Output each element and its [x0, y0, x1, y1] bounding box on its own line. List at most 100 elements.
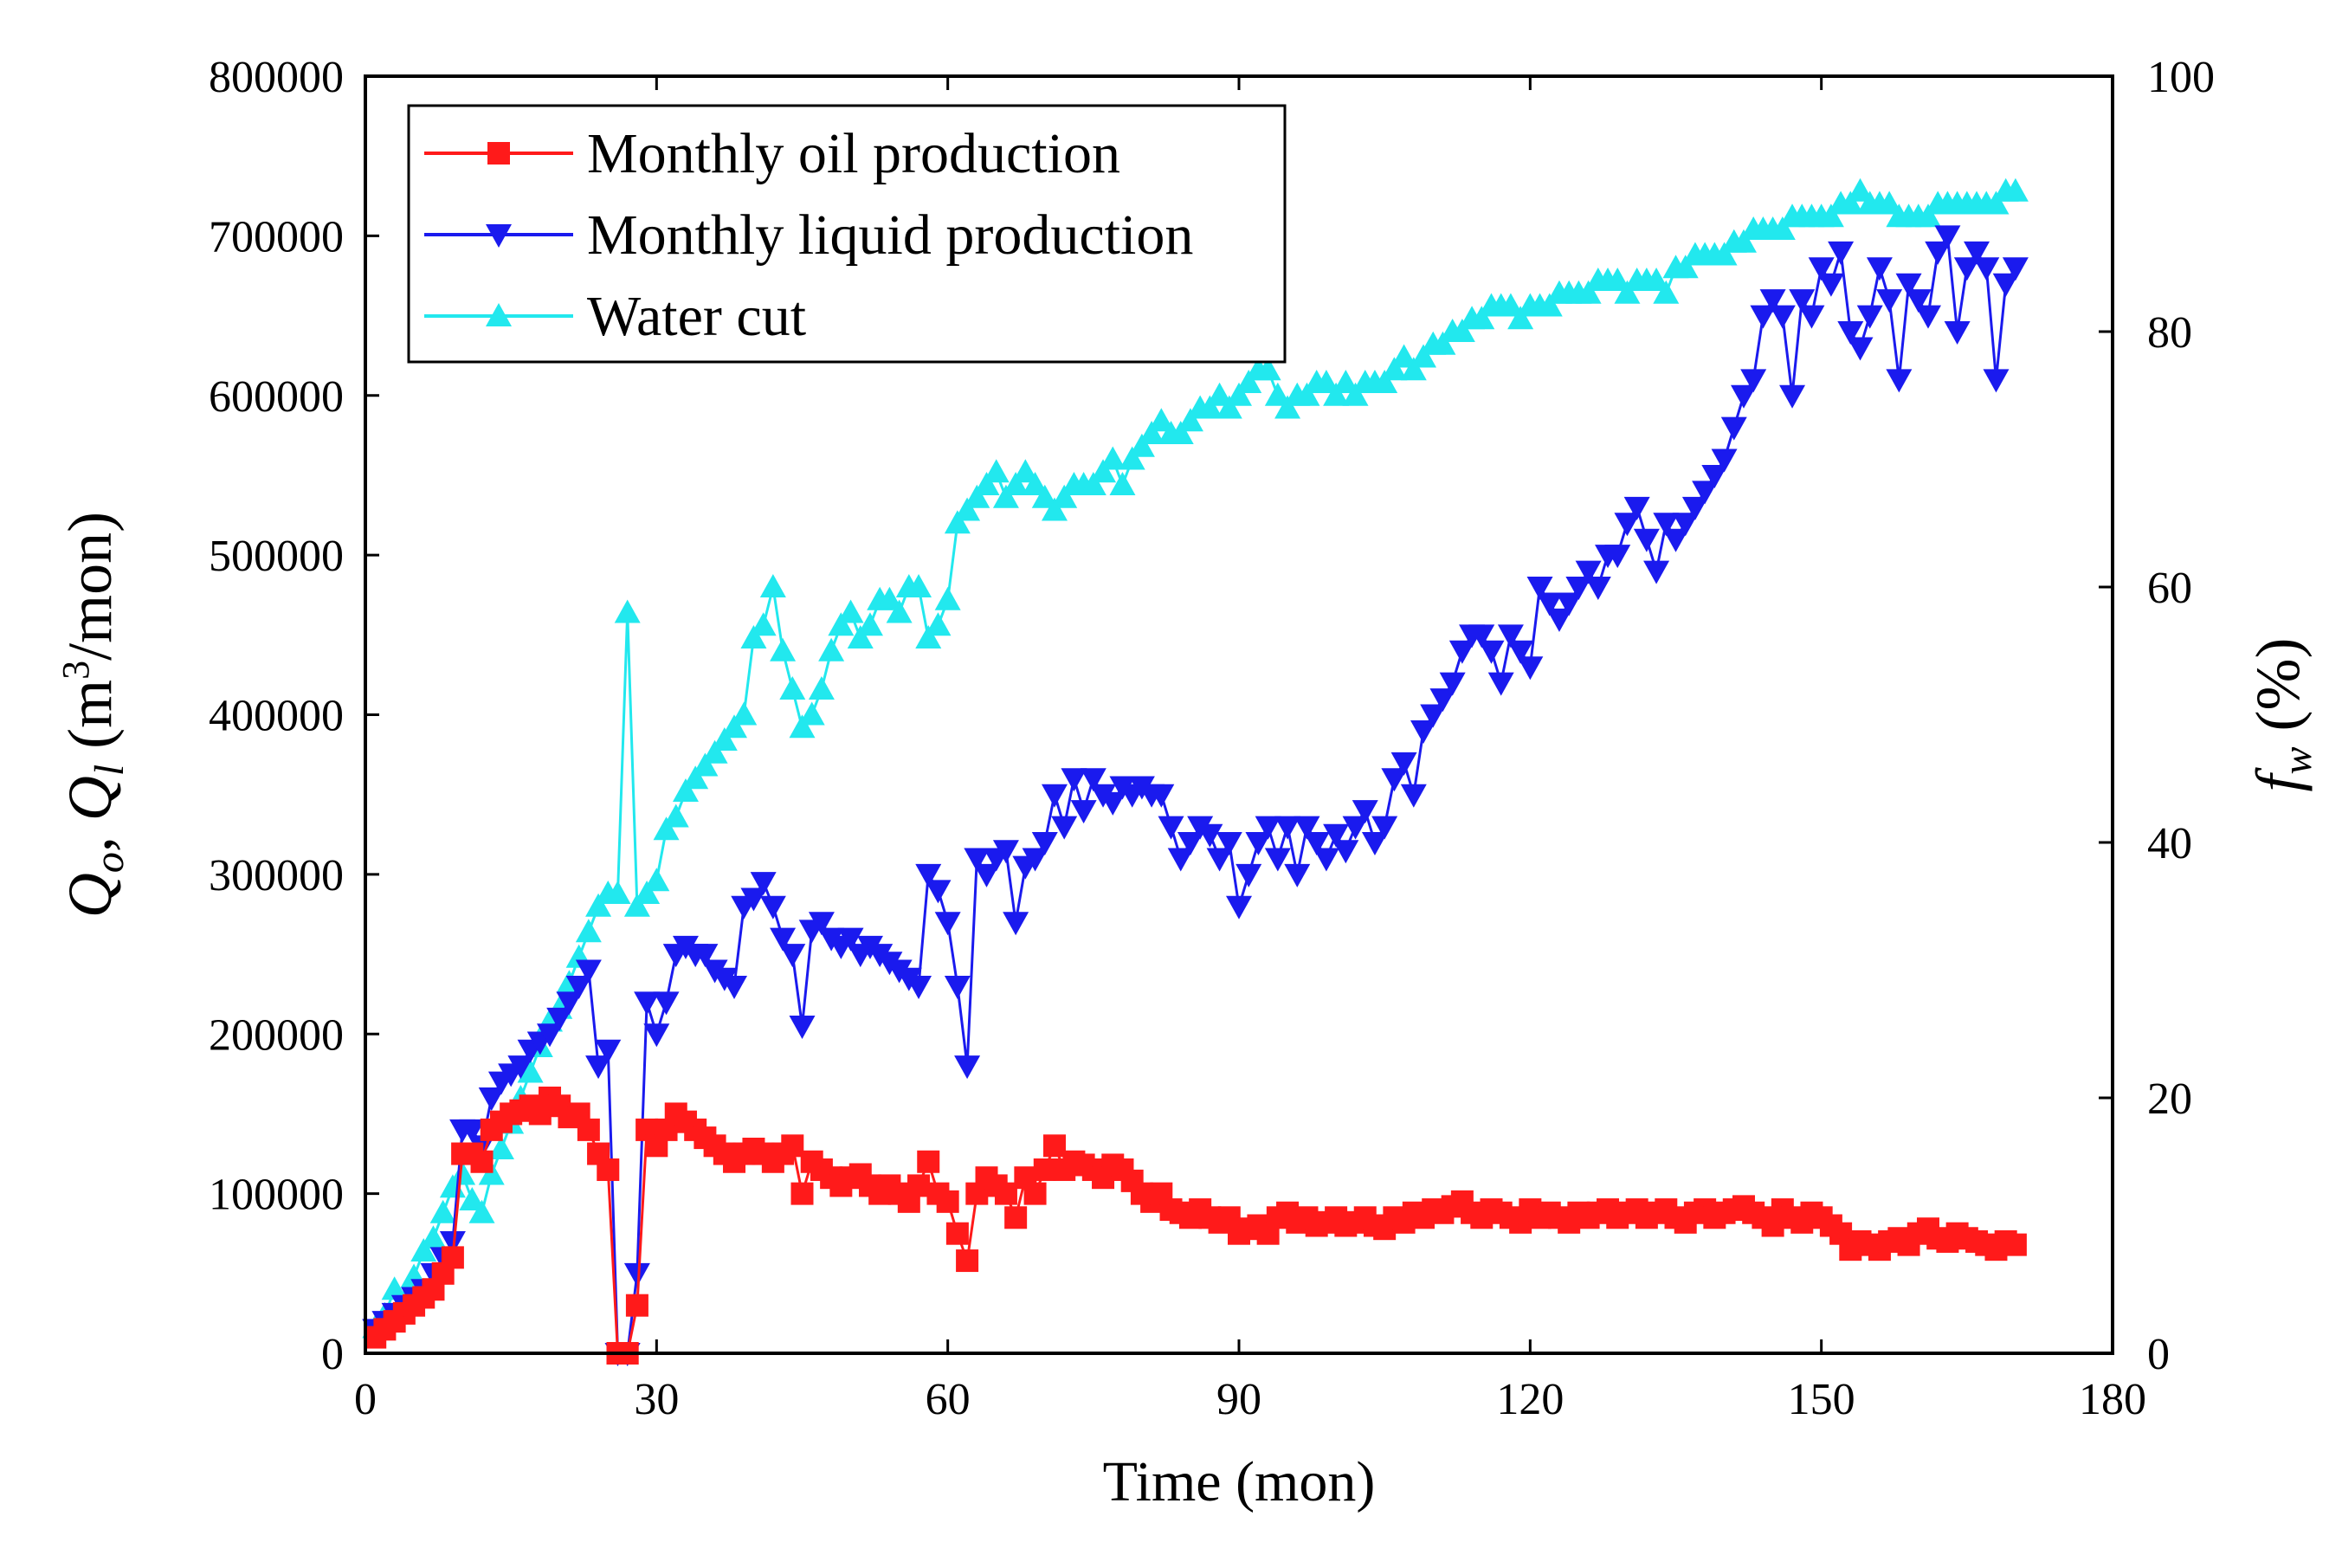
- liquid-point: [1575, 560, 1602, 584]
- oil-point: [956, 1249, 979, 1273]
- oil-point: [781, 1134, 804, 1158]
- liquid-point: [653, 991, 680, 1016]
- liquid-point: [1992, 273, 2019, 297]
- liquid-point: [721, 975, 748, 999]
- water-cut-point: [1448, 319, 1475, 342]
- y-right-tick-label: 60: [2147, 564, 2192, 613]
- water-cut-point: [992, 484, 1019, 508]
- water-cut-point: [2002, 177, 2029, 202]
- liquid-point: [906, 975, 932, 999]
- water-cut-point: [1332, 370, 1359, 393]
- liquid-point: [507, 1055, 534, 1080]
- water-cut-point: [575, 919, 602, 943]
- oil-point: [917, 1150, 940, 1173]
- water-cut-point: [623, 893, 650, 917]
- water-cut-point: [692, 752, 719, 777]
- liquid-point: [1284, 863, 1311, 887]
- water-cut-point: [1255, 357, 1281, 381]
- water-cut-point: [964, 484, 990, 508]
- liquid-point: [1167, 848, 1194, 872]
- water-cut-point: [1653, 280, 1680, 304]
- liquid-point: [1847, 337, 1874, 361]
- oil-point: [994, 1182, 1017, 1205]
- oil-point: [790, 1182, 814, 1205]
- y-left-tick-label: 0: [321, 1330, 344, 1379]
- y-right-tick-label: 40: [2147, 819, 2192, 868]
- liquid-point: [1856, 305, 1883, 329]
- water-cut-point: [731, 701, 758, 726]
- water-cut-point: [1371, 370, 1398, 393]
- x-tick-label: 120: [1496, 1375, 1564, 1424]
- x-tick-label: 180: [2079, 1375, 2146, 1424]
- water-cut-point: [1536, 293, 1563, 317]
- oil-point: [936, 1190, 959, 1213]
- liquid-point: [1779, 384, 1806, 409]
- y-left-tick-label: 300000: [209, 851, 344, 900]
- liquid-point: [1080, 768, 1106, 792]
- liquid-point: [779, 944, 806, 968]
- water-cut-point: [1090, 459, 1117, 483]
- liquid-point: [585, 1055, 612, 1080]
- oil-point: [945, 1222, 969, 1245]
- water-cut-point: [1167, 421, 1194, 444]
- water-cut-point: [876, 586, 903, 610]
- liquid-point: [1623, 496, 1650, 520]
- water-cut-point: [1575, 280, 1602, 304]
- liquid-point: [1342, 816, 1369, 840]
- water-cut-point: [759, 574, 786, 597]
- liquid-point: [1711, 448, 1738, 473]
- oil-point: [597, 1158, 620, 1181]
- water-cut-point: [750, 612, 777, 636]
- liquid-point: [1255, 816, 1281, 840]
- liquid-point: [1526, 577, 1553, 600]
- liquid-point: [623, 1262, 650, 1287]
- liquid-point: [934, 912, 961, 936]
- liquid-point: [1100, 791, 1126, 816]
- water-cut-point: [818, 637, 845, 661]
- x-tick-label: 60: [926, 1375, 971, 1424]
- water-cut-point: [459, 1187, 486, 1210]
- water-cut-point: [420, 1225, 447, 1249]
- series-layer: [362, 177, 2029, 1366]
- water-cut-point: [798, 701, 825, 726]
- liquid-point: [595, 1039, 622, 1063]
- legend-marker: [486, 224, 512, 248]
- water-cut-point: [1614, 280, 1641, 304]
- liquid-point: [1653, 513, 1680, 537]
- liquid-point: [1041, 784, 1068, 808]
- liquid-point: [1759, 289, 1786, 313]
- x-tick-label: 30: [634, 1375, 679, 1424]
- water-cut-point: [789, 714, 816, 739]
- water-cut-point: [634, 881, 661, 904]
- legend-marker: [486, 303, 512, 326]
- liquid-point: [1245, 832, 1272, 855]
- y-right-tick-label: 20: [2147, 1074, 2192, 1124]
- liquid-point: [1604, 545, 1631, 569]
- liquid-point: [1352, 800, 1378, 824]
- liquid-point: [1536, 592, 1563, 616]
- liquid-point: [1769, 305, 1796, 329]
- water-cut-point: [1119, 446, 1145, 470]
- liquid-point: [1730, 384, 1757, 409]
- liquid-point: [759, 895, 786, 920]
- liquid-point: [1798, 305, 1825, 329]
- liquid-point: [1003, 912, 1029, 936]
- liquid-point: [1206, 848, 1233, 872]
- water-cut-point: [1914, 203, 1941, 228]
- liquid-point: [1148, 784, 1175, 808]
- water-cut-point: [740, 625, 767, 648]
- liquid-point: [1681, 496, 1708, 520]
- legend-item-liquid: Monthly liquid production: [424, 203, 1193, 267]
- liquid-point: [1400, 784, 1427, 808]
- liquid-point: [556, 991, 583, 1016]
- liquid-point: [1817, 273, 1844, 297]
- water-cut-point: [449, 1161, 476, 1185]
- water-cut-point: [585, 893, 612, 917]
- water-cut-point: [1080, 472, 1106, 495]
- water-cut-point: [478, 1161, 505, 1185]
- water-cut-point: [1051, 484, 1078, 508]
- oil-point: [441, 1246, 464, 1269]
- water-cut-point: [1876, 190, 1903, 215]
- liquid-point: [1672, 513, 1699, 537]
- water-cut-point: [1769, 216, 1796, 240]
